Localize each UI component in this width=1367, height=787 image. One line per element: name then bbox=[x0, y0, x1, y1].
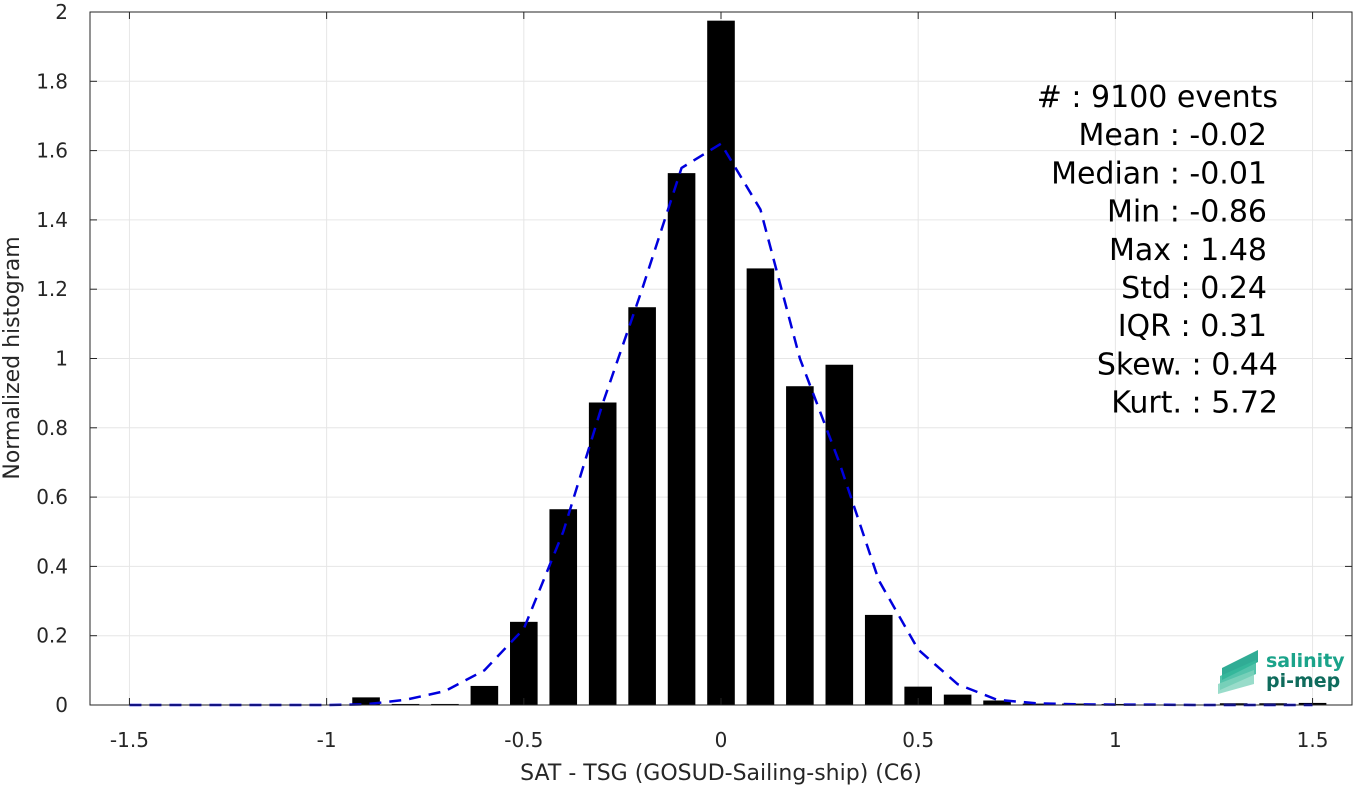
x-tick-label: 0 bbox=[715, 728, 728, 752]
histogram-bar bbox=[825, 364, 854, 705]
x-tick-label: -0.5 bbox=[504, 728, 543, 752]
stats-line: IQR : 0.31 bbox=[1118, 309, 1267, 344]
histogram-bar bbox=[391, 703, 420, 705]
logo-line2: pi-mep bbox=[1266, 670, 1340, 692]
stats-line: # : 9100 events bbox=[1037, 80, 1278, 115]
histogram-bar bbox=[746, 268, 775, 705]
stats-line: Skew. : 0.44 bbox=[1097, 347, 1278, 382]
histogram-bar bbox=[510, 621, 538, 705]
wave-icon bbox=[1218, 650, 1258, 694]
salinity-pi-mep-logo: salinity pi-mep bbox=[1218, 650, 1345, 694]
y-tick-label: 1.2 bbox=[36, 277, 68, 301]
histogram-bar bbox=[588, 402, 617, 705]
y-tick-label: 1.6 bbox=[36, 139, 68, 163]
histogram-bar bbox=[864, 614, 893, 705]
y-tick-label: 0.2 bbox=[36, 624, 68, 648]
histogram-bar bbox=[983, 700, 1011, 705]
x-tick-label: -1.5 bbox=[110, 728, 149, 752]
stats-line: Max : 1.48 bbox=[1109, 233, 1267, 268]
histogram-bar bbox=[352, 697, 380, 705]
y-tick-labels: 0 0.2 0.4 0.6 0.8 1 1.2 1.4 1.6 1.8 2 bbox=[36, 0, 68, 717]
y-tick-label: 2 bbox=[55, 0, 68, 24]
histogram-bar bbox=[904, 686, 932, 705]
stats-line: Median : -0.01 bbox=[1051, 156, 1267, 191]
axis-ticks bbox=[90, 11, 1352, 706]
histogram-bar bbox=[667, 173, 696, 705]
y-tick-label: 0.4 bbox=[36, 554, 68, 578]
x-tick-label: 0.5 bbox=[902, 728, 934, 752]
logo-line1: salinity bbox=[1266, 650, 1345, 672]
x-tick-label: 1 bbox=[1109, 728, 1122, 752]
histogram-bar bbox=[707, 20, 735, 706]
y-tick-label: 1.4 bbox=[36, 208, 68, 232]
x-tick-label: 1.5 bbox=[1297, 728, 1329, 752]
y-axis-label: Normalized histogram bbox=[0, 236, 25, 479]
histogram-bar bbox=[1062, 703, 1090, 705]
histogram-bar bbox=[943, 694, 972, 705]
y-tick-label: 0.6 bbox=[36, 485, 68, 509]
histogram-bar bbox=[628, 307, 656, 705]
y-tick-label: 0 bbox=[55, 693, 68, 717]
histogram-bar bbox=[1022, 703, 1051, 705]
x-tick-labels: -1.5 -1 -0.5 0 0.5 1 1.5 bbox=[110, 728, 1329, 752]
x-tick-label: -1 bbox=[317, 728, 337, 752]
histogram-bar bbox=[470, 685, 499, 705]
bars bbox=[352, 20, 1327, 706]
stats-line: Min : -0.86 bbox=[1107, 195, 1267, 230]
stats-line: Mean : -0.02 bbox=[1078, 118, 1267, 153]
x-axis-label: SAT - TSG (GOSUD-Sailing-ship) (C6) bbox=[520, 761, 922, 786]
y-tick-label: 1.8 bbox=[36, 69, 68, 93]
stats-line: Std : 0.24 bbox=[1121, 271, 1267, 306]
histogram-bar bbox=[431, 703, 459, 705]
y-tick-label: 1 bbox=[55, 347, 68, 371]
y-tick-label: 0.8 bbox=[36, 416, 68, 440]
histogram-bar bbox=[549, 509, 578, 705]
histogram-bar bbox=[786, 386, 814, 705]
stats-line: Kurt. : 5.72 bbox=[1111, 386, 1278, 421]
